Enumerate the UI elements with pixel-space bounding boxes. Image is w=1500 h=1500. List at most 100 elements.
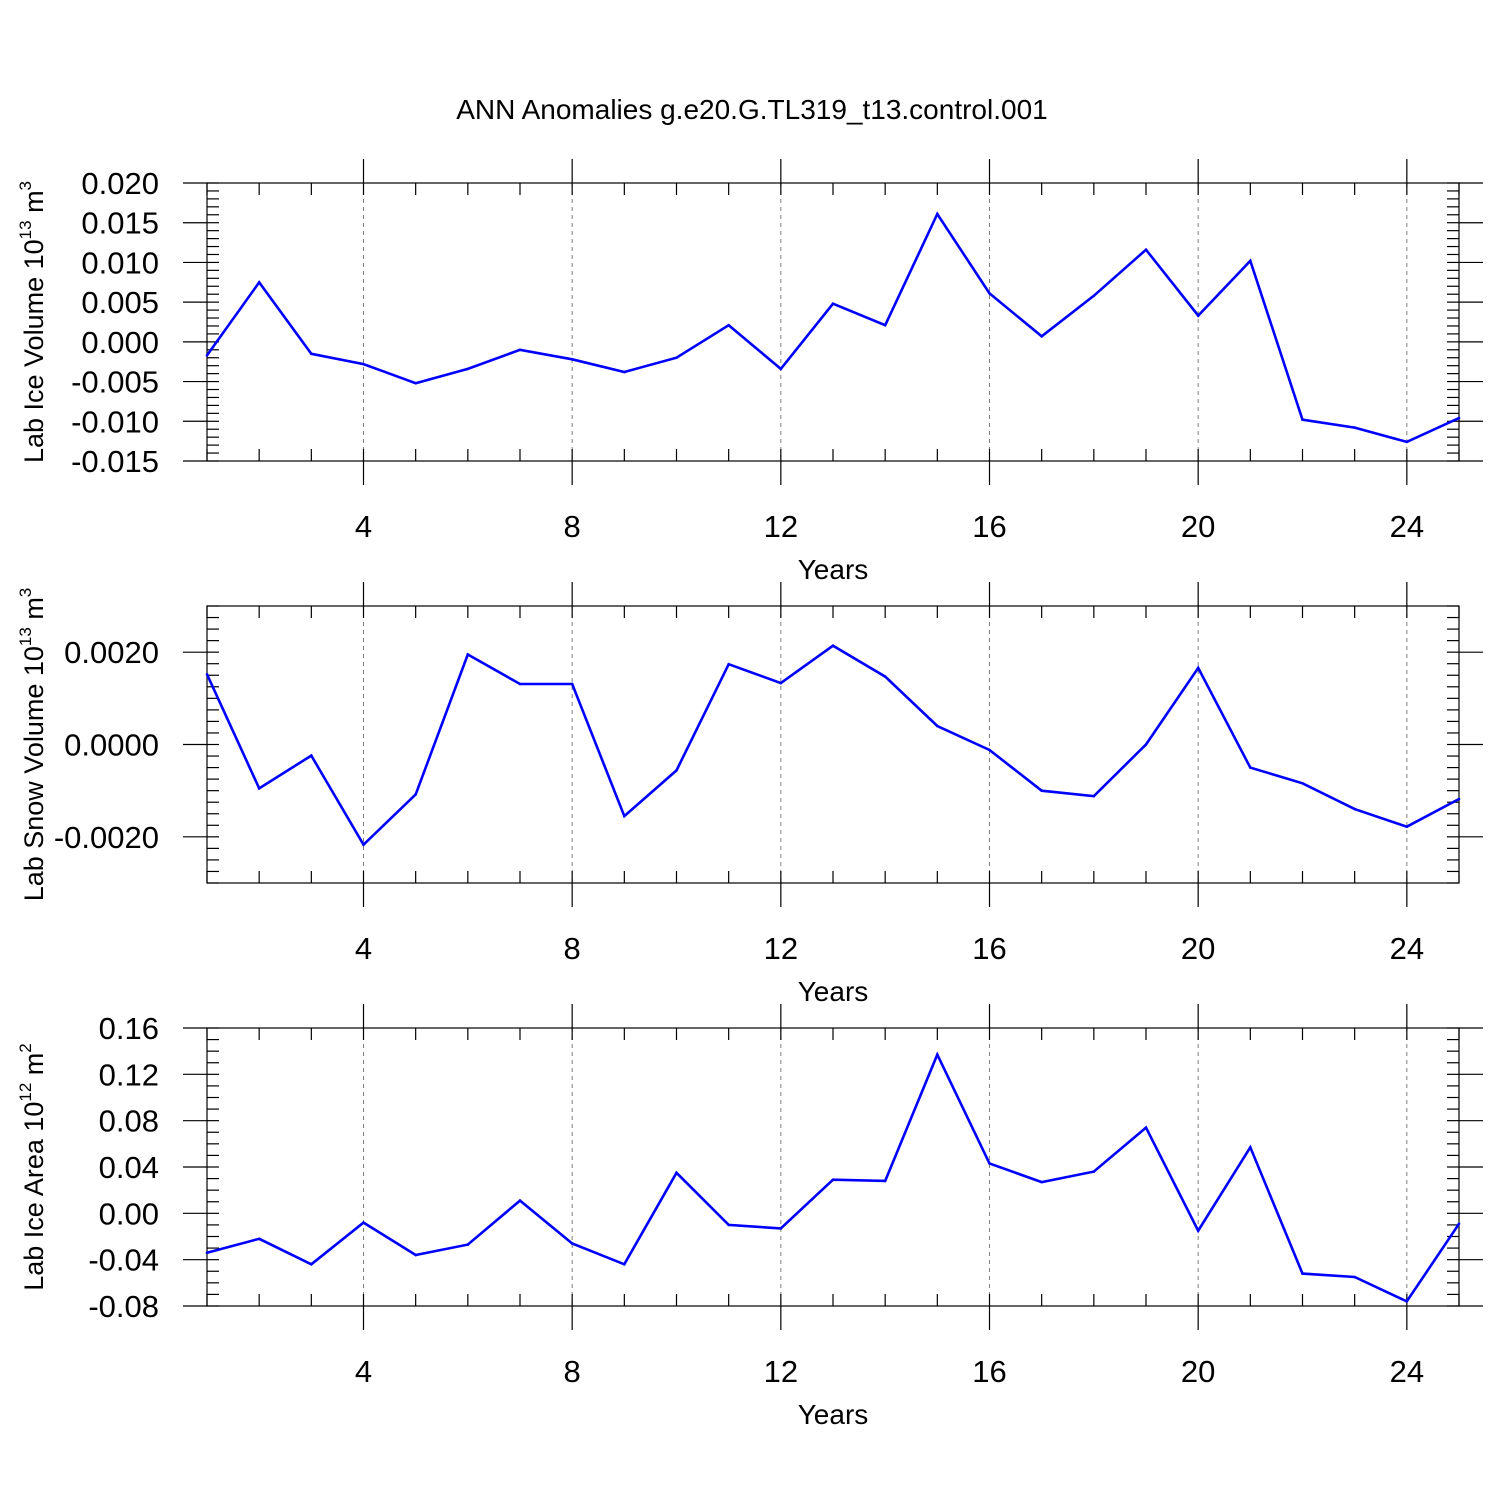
x-tick-label: 24 <box>1390 1354 1424 1389</box>
data-point <box>1249 766 1252 769</box>
data-point <box>779 1227 783 1230</box>
data-point <box>1301 1272 1304 1275</box>
y-axis-label-text: Lab Ice Area 10 <box>19 1102 49 1291</box>
data-point <box>518 1199 522 1202</box>
data-point <box>727 323 730 327</box>
data-point <box>1092 1170 1096 1173</box>
y-tick-label: 0.010 <box>81 245 159 280</box>
data-point <box>1301 781 1304 785</box>
data-point <box>1457 1222 1461 1226</box>
data-point <box>831 302 835 306</box>
x-tick-label: 4 <box>355 931 372 966</box>
y-tick-label: 0.04 <box>99 1150 159 1185</box>
data-point <box>310 754 313 757</box>
series-line <box>206 1051 1461 1304</box>
plot-frame <box>206 605 1460 884</box>
y-axis-label-unit: m <box>19 190 49 220</box>
series-line <box>205 211 1460 444</box>
y-tick-label: -0.005 <box>71 365 159 400</box>
data-point <box>1457 797 1461 801</box>
data-point <box>883 675 887 678</box>
data-point <box>1196 314 1200 317</box>
data-point <box>1353 807 1356 811</box>
chart-panel-1: -0.015 -0.010 -0.005 0.000 0.005 0.010 0.015 0.… <box>16 159 1483 585</box>
data-point <box>570 1242 574 1245</box>
data-point <box>1353 426 1356 429</box>
data-point <box>1040 334 1043 338</box>
x-tick-label: 16 <box>972 1354 1006 1389</box>
chart-panel-3: -0.08 -0.04 0.00 0.04 0.08 0.12 0.16 4 8 12 16 20 24… <box>16 1004 1483 1430</box>
y-axis-label-text: Lab Snow Volume 10 <box>19 646 49 901</box>
data-point <box>727 1223 730 1227</box>
series-line <box>205 644 1460 847</box>
plot-frame <box>206 1027 1460 1307</box>
x-tick-label: 12 <box>764 509 798 544</box>
y-tick-label: 0.020 <box>81 166 159 201</box>
data-point <box>779 367 783 371</box>
data-point <box>466 367 470 371</box>
data-point <box>310 352 313 356</box>
plot-frame <box>206 182 1460 462</box>
y-tick-label: -0.04 <box>88 1243 159 1278</box>
x-axis-label: Years <box>798 1399 869 1430</box>
data-point <box>988 748 991 752</box>
y-axis-label-unit-exponent: 2 <box>16 1043 35 1052</box>
data-point <box>205 673 209 676</box>
data-point <box>205 1251 209 1255</box>
y-axis-label-exponent: 12 <box>16 1083 35 1102</box>
data-point <box>205 354 209 357</box>
data-point <box>988 292 991 295</box>
x-tick-label: 24 <box>1390 509 1424 544</box>
data-point <box>1092 294 1096 298</box>
x-tick-label: 8 <box>564 509 581 544</box>
data-point <box>362 843 365 846</box>
data-point <box>362 362 365 366</box>
y-axis-label-exponent: 13 <box>16 220 35 239</box>
data-point <box>1144 1126 1148 1129</box>
data-point <box>1196 1229 1200 1233</box>
y-tick-label: 0.000 <box>81 325 159 360</box>
data-point <box>988 1162 991 1165</box>
data-point <box>362 1221 365 1224</box>
data-point <box>466 1243 470 1246</box>
data-point <box>466 653 470 656</box>
y-tick-label: 0.12 <box>99 1057 159 1092</box>
y-tick-label: 0.08 <box>99 1104 159 1139</box>
data-point <box>1144 248 1148 252</box>
y-axis-label-unit-exponent: 3 <box>16 588 35 597</box>
x-tick-label: 16 <box>972 931 1006 966</box>
data-point <box>675 1171 678 1175</box>
data-point <box>1249 1146 1252 1149</box>
x-axis-label: Years <box>798 976 869 1007</box>
x-tick-label: 20 <box>1181 931 1215 966</box>
x-axis-label: Years <box>798 554 869 585</box>
y-tick-label: 0.00 <box>99 1196 159 1231</box>
data-point <box>779 681 783 685</box>
data-point <box>727 662 730 666</box>
data-point <box>936 1053 939 1056</box>
x-tick-label: 20 <box>1181 509 1215 544</box>
y-axis-label: Lab Ice Area 1012 m2 <box>16 1043 49 1291</box>
data-point <box>883 1179 887 1183</box>
data-point <box>623 370 626 374</box>
data-point <box>1405 825 1409 828</box>
data-point <box>831 644 835 648</box>
data-point <box>257 1237 261 1241</box>
y-tick-label: 0.015 <box>81 206 159 241</box>
data-point <box>518 348 522 352</box>
data-point <box>1301 418 1304 421</box>
y-tick-label: -0.010 <box>71 404 159 439</box>
x-tick-label: 16 <box>972 509 1006 544</box>
x-tick-label: 24 <box>1390 931 1424 966</box>
data-point <box>310 1263 313 1266</box>
data-point <box>1353 1275 1356 1279</box>
data-point <box>414 381 417 385</box>
data-point <box>1092 794 1096 798</box>
data-point <box>1249 259 1252 263</box>
data-point <box>1405 1300 1409 1303</box>
x-tick-label: 8 <box>564 1354 581 1389</box>
data-point <box>936 212 939 216</box>
data-point <box>1040 789 1043 792</box>
data-point <box>1040 1180 1043 1184</box>
